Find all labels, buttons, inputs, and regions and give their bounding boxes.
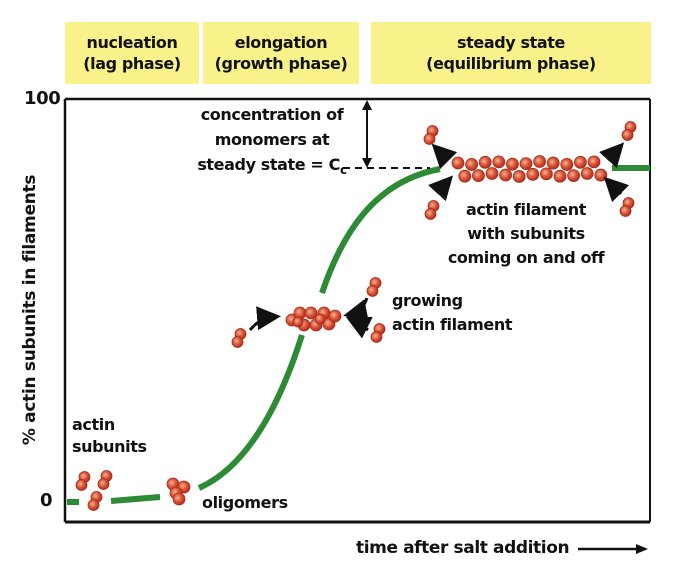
monomer-icon [423,125,439,145]
y-axis-label: % actin subunits in filaments [20,174,40,446]
phase-elongation: elongation (growth phase) [203,22,359,84]
monomer-icon [619,197,635,217]
phase-title: elongation [234,33,328,52]
plot-frame [63,97,651,524]
oligomers-label: oligomers [202,493,288,512]
phase-title: steady state [457,33,565,52]
steady-line2: with subunits [467,224,585,243]
growing-filament-label: growing actin filament [392,290,512,335]
actin-subunits-line1: actin [72,415,115,434]
growing-line2: actin filament [392,315,513,334]
phase-subtitle: (lag phase) [83,54,181,73]
y-tick-100: 100 [24,88,61,109]
arrow-icon [428,142,630,203]
steady-filament-icon [451,155,608,183]
phase-steady-state: steady state (equilibrium phase) [371,22,651,84]
cc-line1: concentration of [200,105,344,124]
monomer-icon [366,277,382,297]
phase-subtitle: (equilibrium phase) [426,54,596,73]
monomer-icon [370,323,386,343]
x-axis-arrow-icon [578,544,648,554]
polymerization-curve [67,165,650,505]
arrow-icon [248,297,373,339]
cc-line3: steady state = C [197,155,340,174]
growing-filament-icon [285,306,342,332]
steady-line1: actin filament [465,200,587,219]
cc-indicator [343,100,430,169]
monomer-icon [424,200,440,220]
actin-subunits-label: actin subunits [72,414,147,457]
y-tick-0: 0 [40,490,53,511]
x-axis-label: time after salt addition [356,538,570,558]
cc-annotation: concentration of monomers at steady stat… [186,104,358,181]
cc-subscript: c [339,163,347,178]
phase-subtitle: (growth phase) [214,54,348,73]
phase-title: nucleation [86,33,178,52]
actin-subunits-icon [75,470,113,511]
oligomer-icon [166,477,191,506]
cc-line2: monomers at [214,130,330,149]
steady-line3: coming on and off [447,248,605,267]
actin-subunits-line2: subunits [72,437,147,456]
phase-nucleation: nucleation (lag phase) [65,22,199,84]
cc-line3-wrap: steady state = Cc [186,154,358,181]
monomer-icon [231,328,247,348]
growing-line1: growing [392,291,463,310]
steady-filament-label: actin filament with subunits coming on a… [438,199,614,268]
monomer-icon [621,121,637,141]
